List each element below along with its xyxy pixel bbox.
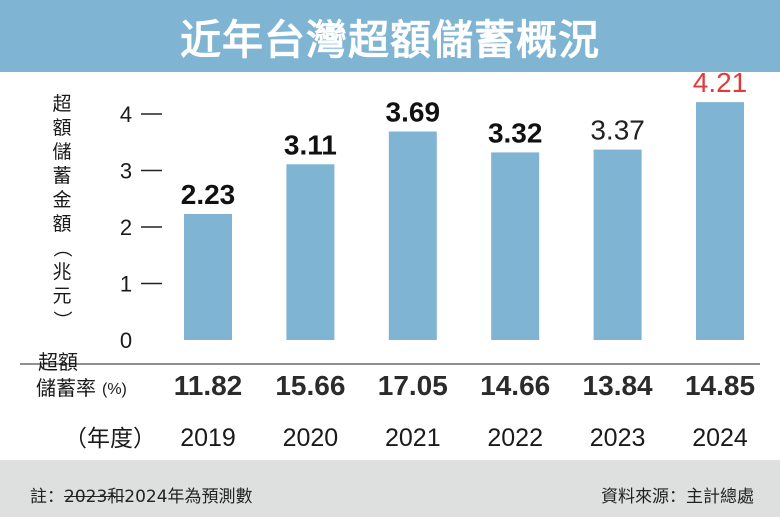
source-credit: 資料來源：主計總處 [601,487,754,507]
bar-value-label: 4.21 [693,72,748,98]
footnote: 註：2023和2024年為預測數 [30,482,253,507]
x-category-label: 2022 [487,424,543,452]
y-axis-label-char: 蓄 [52,165,71,187]
bar [491,152,540,340]
y-axis-label-char: 兆 [52,261,71,283]
plot-area: 0 1 2 3 4 超額儲蓄金額（兆元） 2.23 11.82 2019 3.11 15.66 202… [0,72,780,460]
bar [184,214,232,340]
x-category-label: 2019 [180,424,236,452]
footnote-prefix: 註： [30,487,64,507]
bar [286,164,335,340]
y-tick-label: 3 [120,159,132,184]
y-axis-label-char: ） [51,310,73,329]
x-category-label: 2023 [590,424,646,452]
y-axis-label-char: （ [51,238,73,257]
y-axis-label-char: 超 [52,93,71,115]
rate-value: 14.85 [685,370,755,401]
y-axis-label-char: 儲 [52,141,71,163]
bar-value-label: 3.32 [488,117,543,148]
bar-value-label: 3.69 [386,97,441,128]
bar [593,149,642,340]
y-axis-label-char: 額 [52,117,71,139]
footnote-struck: 2023和 [64,487,125,507]
y-axis-label-char: 額 [52,213,71,235]
bar-value-label: 3.37 [590,115,645,146]
chart-title: 近年台灣超額儲蓄概況 [180,16,600,64]
bar-chart: 01234超額儲蓄金額（兆元）2.2311.8220193.1115.66202… [20,72,760,452]
rate-value: 14.66 [480,370,550,401]
y-tick-label: 1 [120,272,132,297]
rate-row-label-line1: 超額 [38,350,78,374]
bar [388,131,437,340]
y-tick-label: 4 [120,102,132,127]
title-bar: 近年台灣超額儲蓄概況 [0,0,780,72]
footnote-rest: 2024年為預測數 [124,487,253,507]
rate-row-unit: (%) [102,381,127,398]
y-axis-label-char: 元 [52,285,71,307]
bar-value-label: 2.23 [181,179,236,210]
rate-value: 13.84 [583,370,653,401]
y-tick-label: 2 [120,215,132,240]
x-axis-label: （年度） [64,426,156,452]
bar [696,102,744,340]
rate-value: 17.05 [378,370,448,401]
footer: 註：2023和2024年為預測數 資料來源：主計總處 [0,460,780,517]
rate-value: 15.66 [275,370,345,401]
y-tick-label: 0 [120,328,132,353]
bar-value-label: 3.11 [284,129,337,160]
x-category-label: 2020 [283,424,339,452]
x-category-label: 2021 [385,424,441,452]
rate-value: 11.82 [174,370,243,401]
y-axis-label-char: 金 [52,189,71,211]
rate-row-label-line2: 儲蓄率 [36,376,96,400]
x-category-label: 2024 [692,424,748,452]
